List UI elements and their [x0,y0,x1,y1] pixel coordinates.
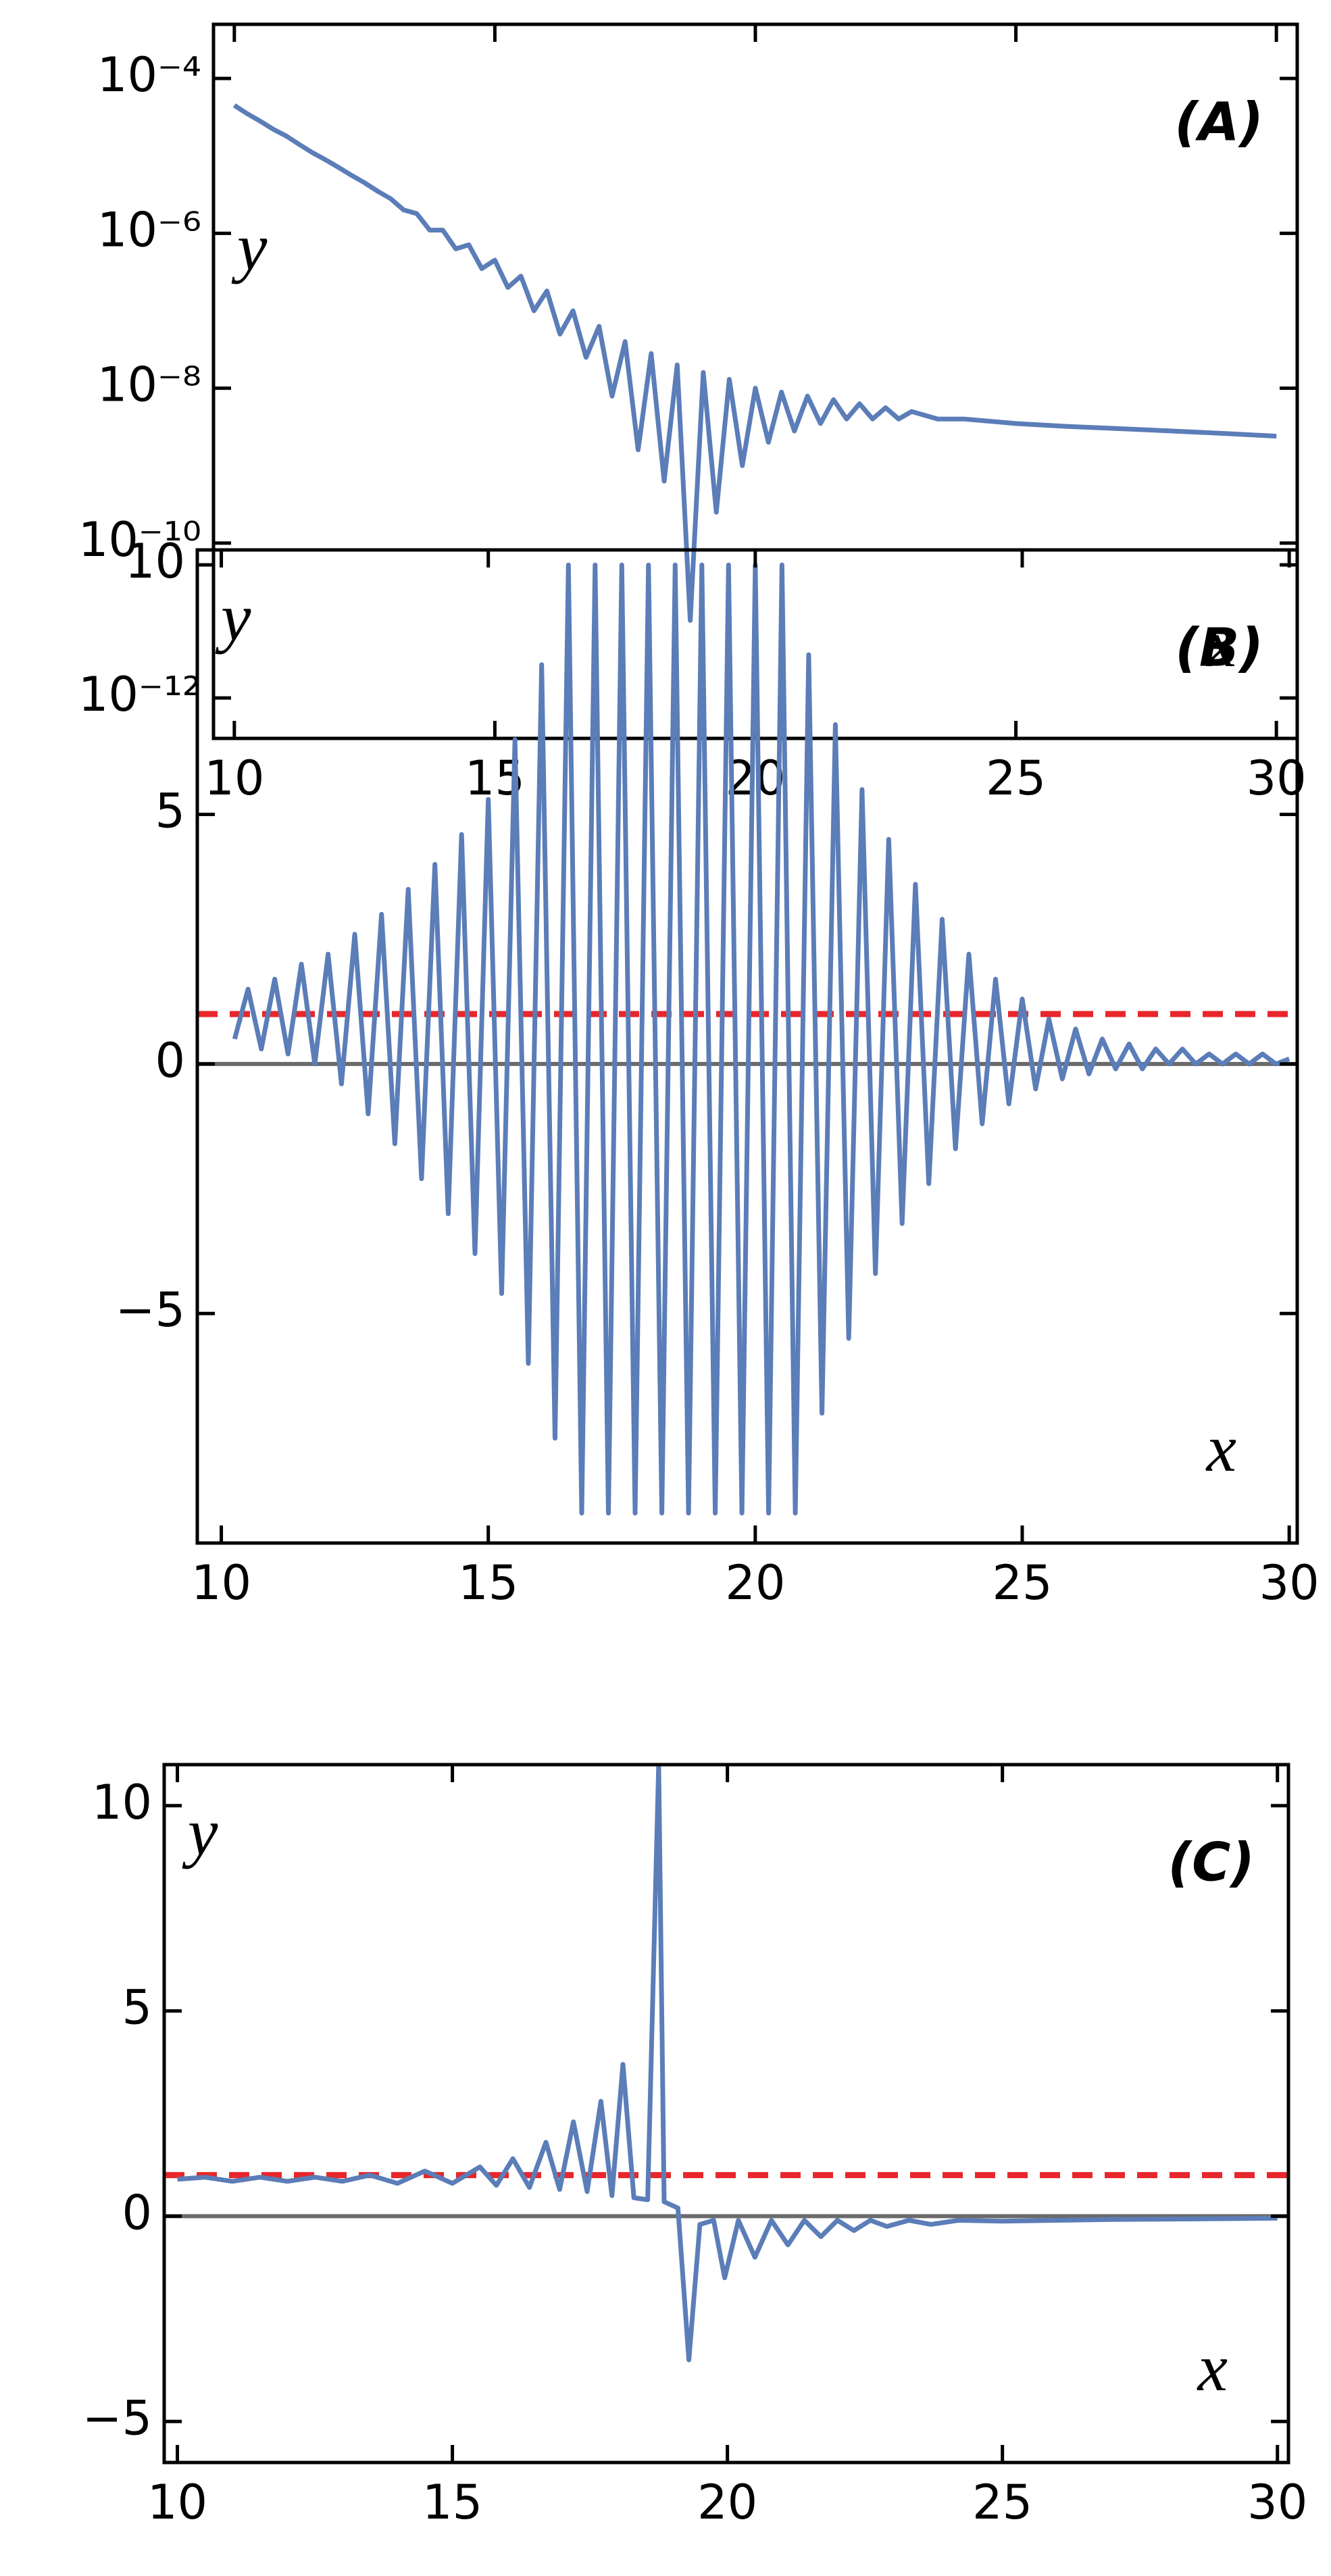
panel-label: (B) [1175,617,1263,678]
x-axis-label: x [1205,1411,1236,1486]
chart-panel: 10 15 20 25 30 −5 0 5 10 (B) y x [116,534,1320,1611]
panel-label: (A) [1174,92,1263,153]
x-axis-label: x [1197,2330,1228,2405]
y-axis-label: y [231,209,268,284]
y-tick-label: 10⁻⁸ [97,357,201,413]
x-tick-label: 30 [1247,2475,1307,2530]
data-line [177,1765,1278,2363]
y-tick-label: 5 [155,784,185,839]
x-tick-label: 15 [422,2475,482,2530]
x-axis-label: x [1205,606,1236,681]
x-tick-label: 15 [458,1555,518,1611]
y-tick-label: 10⁻¹⁰ [78,512,201,567]
y-tick-label: 10⁻⁴ [97,47,201,103]
x-tick-label: 25 [986,751,1046,806]
y-tick-label: 0 [122,2185,152,2240]
y-axis-label: y [215,580,251,655]
y-tick-label: 0 [155,1033,185,1088]
x-tick-label: 20 [725,751,785,806]
y-tick-label: −5 [116,1282,185,1338]
x-tick-label: 10 [147,2475,207,2530]
y-tick-label: 10 [125,534,185,589]
panel-label: (C) [1167,1832,1255,1893]
y-axis-label: y [182,1794,218,1869]
y-tick-label: 10⁻¹² [78,667,201,722]
chart-panel: 10 15 20 25 30 −5 0 5 10 (C) y x [82,1763,1307,2530]
plot-frame [195,548,1299,1545]
plot-frame [162,1763,1290,2465]
x-tick-label: 20 [697,2475,757,2530]
y-tick-label: 10 [92,1775,152,1830]
y-tick-label: −5 [82,2390,152,2446]
data-line [232,103,1277,623]
x-tick-label: 25 [992,1555,1052,1611]
x-tick-label: 10 [191,1555,251,1611]
x-tick-label: 20 [725,1555,785,1611]
y-tick-label: 5 [122,1980,152,2036]
data-line [232,562,1290,1516]
x-tick-label: 30 [1259,1555,1320,1611]
x-tick-label: 10 [204,751,264,806]
x-tick-label: 25 [972,2475,1032,2530]
y-tick-label: 10⁻⁶ [97,202,201,257]
